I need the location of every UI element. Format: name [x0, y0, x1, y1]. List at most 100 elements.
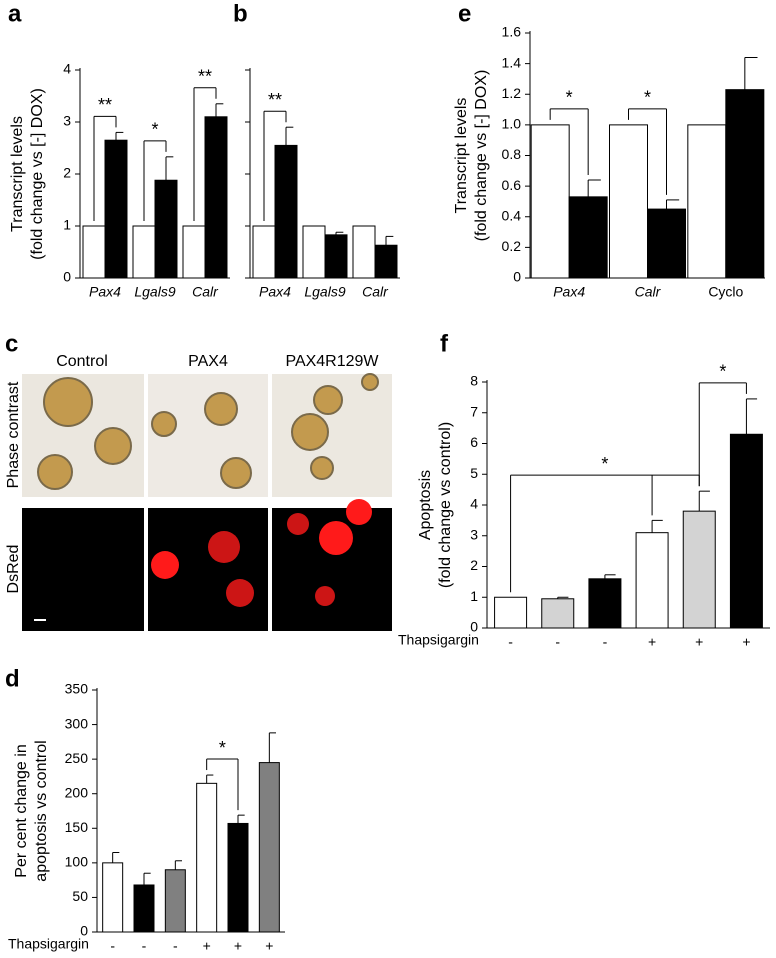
y-tick-label: 2 — [470, 557, 478, 573]
y-axis-label: Transcript levels — [9, 116, 26, 232]
y-axis-label: Apoptosis — [417, 470, 434, 540]
bar — [647, 208, 686, 279]
x-axis-label: Thapsigargin — [8, 936, 89, 952]
bar — [588, 578, 622, 629]
y-tick-label: 100 — [65, 854, 89, 870]
bar — [541, 598, 575, 629]
panel-letter: f — [440, 330, 449, 357]
panel-letter: e — [458, 0, 471, 27]
row-label: DsRed — [5, 545, 22, 594]
bar — [154, 179, 178, 279]
bar — [352, 225, 376, 279]
y-tick-label: 0 — [63, 269, 71, 285]
y-tick-label: 1 — [470, 588, 478, 604]
x-tick-label: + — [265, 938, 273, 954]
panel-letter: c — [5, 330, 18, 357]
y-axis-label: Transcript levels — [453, 98, 470, 214]
bar — [82, 225, 106, 279]
bar — [196, 782, 218, 933]
bar — [682, 510, 716, 629]
x-tick-label: Lgals9 — [134, 284, 175, 300]
bar — [164, 869, 186, 933]
y-axis-label: (fold change vs [-] DOX) — [473, 70, 490, 242]
x-tick-label: Calr — [362, 284, 389, 300]
bar — [324, 234, 348, 279]
y-tick-label: 1.2 — [502, 85, 522, 101]
significance-label: * — [219, 738, 226, 758]
y-tick-label: 0.2 — [502, 238, 522, 254]
bar — [530, 124, 570, 279]
panel-letter: a — [8, 0, 22, 27]
x-tick-label: - — [142, 938, 147, 954]
column-label: Control — [56, 353, 108, 370]
significance-label: * — [151, 120, 158, 140]
y-axis-label: (fold change vs control) — [437, 422, 454, 588]
bar — [635, 532, 669, 629]
y-tick-label: 0 — [80, 923, 88, 939]
bar — [204, 116, 228, 279]
y-tick-label: 1 — [63, 217, 71, 233]
x-tick-label: Pax4 — [259, 284, 291, 300]
y-tick-label: 5 — [470, 465, 478, 481]
y-tick-label: 1.4 — [502, 54, 522, 70]
significance-label: ** — [98, 95, 112, 115]
y-tick-label: 7 — [470, 403, 478, 419]
y-tick-label: 6 — [470, 434, 478, 450]
significance-label: * — [601, 454, 608, 474]
bar — [252, 225, 276, 279]
x-tick-label: Calr — [635, 284, 662, 300]
y-tick-label: 50 — [72, 888, 88, 904]
y-tick-label: 3 — [470, 526, 478, 542]
y-tick-label: 350 — [65, 681, 89, 697]
bar — [687, 124, 727, 279]
x-tick-label: Lgals9 — [304, 284, 345, 300]
y-tick-label: 200 — [65, 784, 89, 800]
x-tick-label: - — [173, 938, 178, 954]
bar — [568, 196, 608, 279]
y-tick-label: 0.6 — [502, 177, 522, 193]
y-tick-label: 0 — [470, 619, 478, 635]
x-tick-label: Pax4 — [89, 284, 121, 300]
x-tick-label: + — [648, 634, 656, 650]
row-label: Phase contrast — [5, 381, 22, 488]
x-tick-label: - — [603, 634, 608, 650]
bar — [494, 596, 528, 629]
y-tick-label: 1.0 — [502, 116, 522, 132]
x-tick-label: Pax4 — [553, 284, 585, 300]
bar — [102, 862, 124, 933]
significance-label: * — [719, 362, 726, 382]
y-tick-label: 8 — [470, 373, 478, 389]
bar — [609, 124, 648, 279]
bar — [132, 225, 156, 279]
red-cells — [151, 499, 372, 607]
y-tick-label: 150 — [65, 819, 89, 835]
x-tick-label: Calr — [192, 284, 219, 300]
y-tick-label: 0 — [513, 269, 521, 285]
y-tick-label: 250 — [65, 750, 89, 766]
panel-c: c Control PAX4 PAX4R129W Phase contrast … — [5, 330, 392, 631]
bar — [729, 433, 763, 629]
y-tick-label: 4 — [63, 61, 71, 77]
significance-label: * — [644, 88, 651, 108]
significance-label: * — [566, 88, 573, 108]
x-tick-label: - — [110, 938, 115, 954]
column-label: PAX4R129W — [285, 353, 379, 370]
x-tick-label: + — [234, 938, 242, 954]
cells — [37, 373, 379, 490]
y-axis-label: apoptosis vs control — [33, 740, 50, 881]
y-axis-label: (fold change vs [-] DOX) — [29, 88, 46, 260]
bar — [258, 762, 280, 933]
bar — [182, 225, 206, 279]
significance-label: ** — [268, 90, 282, 110]
bar — [274, 144, 298, 279]
y-tick-label: 0.8 — [502, 146, 522, 162]
bar — [302, 225, 326, 279]
y-tick-label: 0.4 — [502, 207, 522, 223]
y-tick-label: 1.6 — [502, 24, 522, 40]
y-axis-label: Per cent change in — [13, 744, 30, 877]
bar — [104, 139, 128, 279]
x-tick-label: - — [508, 634, 513, 650]
bar — [725, 89, 765, 279]
x-axis-label: Thapsigargin — [398, 632, 479, 648]
